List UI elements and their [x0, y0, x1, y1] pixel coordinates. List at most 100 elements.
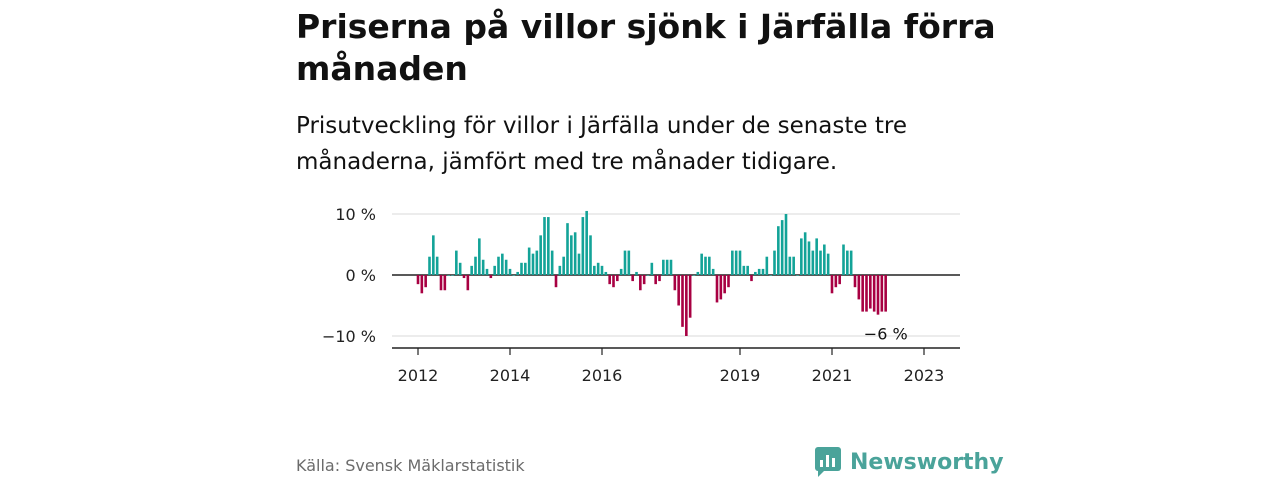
bar — [677, 275, 680, 306]
bar — [631, 275, 634, 282]
bar — [570, 235, 573, 275]
bar — [719, 275, 723, 300]
bar — [478, 238, 481, 275]
bar — [796, 275, 799, 276]
bar — [623, 250, 627, 275]
newsworthy-logo-icon — [815, 447, 841, 477]
bar — [731, 250, 734, 275]
bar — [428, 256, 431, 275]
bar — [757, 268, 761, 275]
bar — [650, 262, 654, 275]
bar — [451, 275, 454, 276]
bar — [842, 244, 845, 275]
bar — [803, 232, 807, 275]
y-tick-label: −10 % — [322, 327, 376, 346]
bar — [742, 265, 746, 275]
bar — [619, 268, 623, 275]
bar — [849, 250, 853, 275]
bar — [554, 275, 558, 288]
bar — [669, 259, 673, 275]
bar — [562, 256, 565, 275]
bar — [715, 275, 719, 303]
bar — [723, 275, 726, 294]
bar — [865, 275, 868, 312]
bar — [688, 275, 692, 318]
bar — [489, 275, 493, 279]
bar — [608, 275, 611, 285]
bar — [635, 271, 638, 275]
bar — [846, 250, 849, 275]
bar — [439, 275, 443, 291]
chart-title: Priserna på villor sjönk i Järfälla förr… — [296, 7, 996, 88]
x-tick-label: 2012 — [398, 366, 439, 385]
bar — [577, 253, 581, 275]
bar — [466, 275, 470, 291]
bar — [819, 250, 822, 275]
bar — [826, 253, 830, 275]
y-tick-label: 10 % — [335, 205, 376, 224]
brand-name: Newsworthy — [850, 449, 1004, 475]
bar — [516, 271, 519, 275]
bar — [520, 262, 523, 275]
bar — [857, 275, 861, 300]
x-tick-label: 2014 — [490, 366, 531, 385]
bar — [547, 217, 550, 275]
bar — [585, 210, 588, 275]
bar — [566, 223, 569, 275]
bar — [416, 275, 420, 285]
bar — [869, 275, 872, 309]
x-tick-label: 2023 — [904, 366, 945, 385]
bar — [780, 220, 784, 275]
bar — [642, 275, 646, 285]
bar — [761, 268, 765, 275]
bar — [485, 268, 489, 275]
bar — [788, 256, 792, 275]
bar — [535, 250, 539, 275]
bar — [481, 259, 485, 275]
bar — [558, 265, 562, 275]
bar — [792, 256, 795, 275]
bar — [531, 253, 535, 275]
bar — [474, 256, 477, 275]
bar — [704, 256, 707, 275]
bar — [872, 275, 876, 312]
x-tick-label: 2021 — [812, 366, 853, 385]
bar — [861, 275, 864, 312]
bar — [443, 275, 447, 291]
last-value-label: −6 % — [864, 325, 908, 344]
bar — [754, 271, 757, 275]
bar — [734, 250, 738, 275]
bar — [470, 265, 473, 275]
bar — [432, 235, 435, 275]
bar — [543, 217, 546, 275]
bar — [765, 256, 769, 275]
bar — [447, 275, 450, 276]
bar — [420, 275, 424, 294]
bar — [539, 235, 542, 275]
bar — [658, 275, 661, 282]
bar — [773, 250, 776, 275]
bar — [604, 271, 608, 275]
bar — [746, 265, 749, 275]
bar — [711, 268, 715, 275]
bar — [665, 259, 669, 275]
chart-subtitle: Prisutveckling för villor i Järfälla und… — [296, 113, 907, 175]
bar — [673, 275, 677, 291]
bar — [815, 238, 818, 275]
bar — [612, 275, 615, 288]
bar — [777, 226, 780, 275]
bar — [527, 247, 531, 275]
bar — [750, 275, 753, 282]
bar — [616, 275, 619, 282]
bar — [462, 275, 466, 279]
source-note: Källa: Svensk Mäklarstatistik — [296, 456, 525, 475]
bar — [830, 275, 834, 294]
newsworthy-logo[interactable]: Newsworthy — [814, 446, 1004, 478]
bar — [769, 275, 772, 276]
bar — [823, 244, 826, 275]
bar — [834, 275, 838, 288]
bar — [646, 275, 650, 276]
bar — [880, 275, 884, 312]
bar — [581, 217, 585, 275]
bar — [727, 275, 730, 288]
